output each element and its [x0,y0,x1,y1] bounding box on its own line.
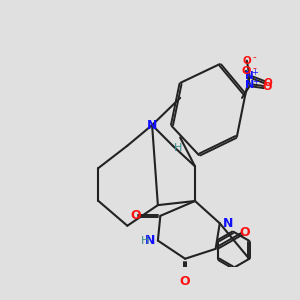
Text: O: O [262,82,272,92]
Text: +: + [251,68,258,77]
Text: H: H [141,236,149,246]
Text: +: + [252,76,259,85]
Text: H: H [174,142,183,153]
Text: O: O [242,56,251,66]
Text: N: N [245,71,254,81]
Text: O: O [241,66,250,76]
Text: -: - [252,52,256,62]
Text: -: - [252,63,256,73]
Text: O: O [263,78,272,88]
Text: N: N [147,118,157,132]
Text: N: N [223,217,233,230]
Text: N: N [145,234,155,247]
Text: O: O [130,209,141,222]
Text: O: O [239,226,250,239]
Text: N: N [245,80,255,90]
Text: O: O [180,275,190,288]
